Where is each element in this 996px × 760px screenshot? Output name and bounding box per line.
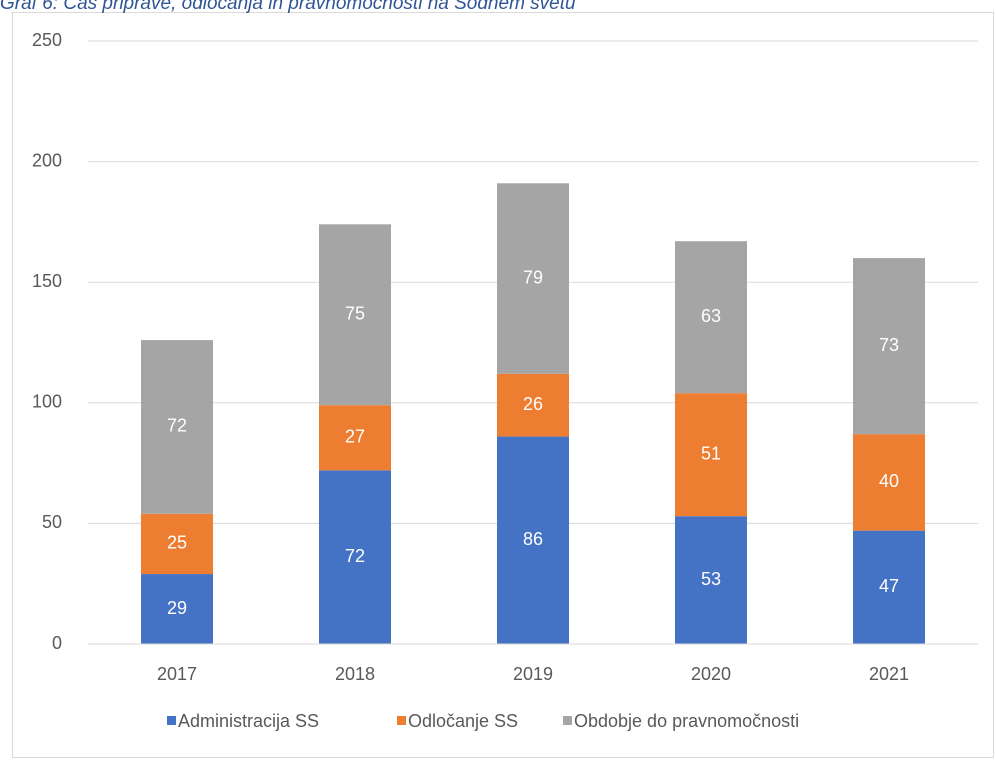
x-tick-label: 2018 — [335, 664, 375, 684]
y-tick-label: 250 — [32, 30, 62, 50]
y-tick-label: 0 — [52, 633, 62, 653]
bar-segment — [141, 340, 213, 514]
legend-label: Obdobje do pravnomočnosti — [574, 711, 799, 731]
x-tick-label: 2021 — [869, 664, 909, 684]
y-tick-label: 200 — [32, 150, 62, 170]
x-tick-label: 2019 — [513, 664, 553, 684]
bar-segment — [319, 405, 391, 471]
data-label: 51 — [701, 443, 721, 463]
chart-title: Graf 6: Čas priprave, odločanja in pravn… — [0, 0, 576, 14]
bar-segment — [319, 224, 391, 406]
data-label: 72 — [167, 416, 187, 436]
data-label: 73 — [879, 335, 899, 355]
data-label: 63 — [701, 306, 721, 326]
data-label: 26 — [523, 394, 543, 414]
bar-segment — [853, 258, 925, 435]
y-tick-label: 150 — [32, 271, 62, 291]
bar-segment — [141, 574, 213, 644]
y-tick-label: 50 — [42, 512, 62, 532]
data-label: 27 — [345, 427, 365, 447]
legend-swatch — [167, 716, 176, 725]
data-label: 72 — [345, 546, 365, 566]
y-tick-label: 100 — [32, 392, 62, 412]
bar-segment — [853, 530, 925, 644]
legend-swatch — [563, 716, 572, 725]
legend-label: Odločanje SS — [408, 711, 518, 731]
bar-segment — [319, 470, 391, 644]
data-label: 75 — [345, 304, 365, 324]
bar-segment — [497, 436, 569, 644]
legend-swatch — [397, 716, 406, 725]
data-label: 40 — [879, 471, 899, 491]
legend-label: Administracija SS — [178, 711, 319, 731]
bar-segment — [497, 183, 569, 374]
x-tick-label: 2020 — [691, 664, 731, 684]
bar-segment — [675, 516, 747, 644]
data-label: 29 — [167, 598, 187, 618]
bar-segment — [497, 373, 569, 437]
bar-segment — [141, 513, 213, 575]
bar-segment — [675, 393, 747, 517]
data-label: 47 — [879, 576, 899, 596]
data-label: 79 — [523, 267, 543, 287]
data-label: 53 — [701, 569, 721, 589]
data-label: 86 — [523, 529, 543, 549]
bar-segment — [675, 241, 747, 394]
x-tick-label: 2017 — [157, 664, 197, 684]
bar-segment — [853, 434, 925, 531]
data-label: 25 — [167, 533, 187, 553]
